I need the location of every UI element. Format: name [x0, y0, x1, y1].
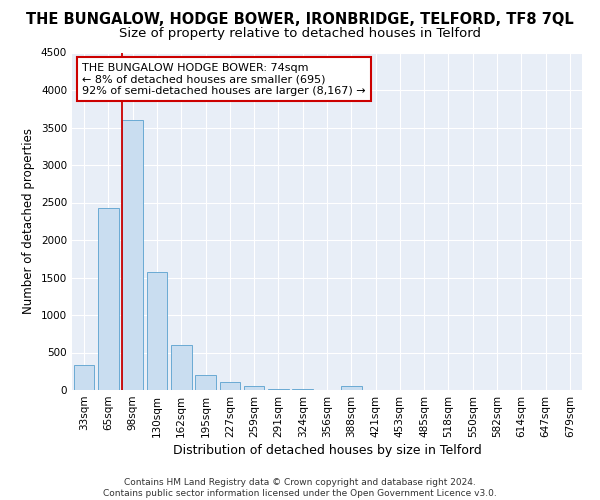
Text: THE BUNGALOW HODGE BOWER: 74sqm
← 8% of detached houses are smaller (695)
92% of: THE BUNGALOW HODGE BOWER: 74sqm ← 8% of …	[82, 62, 366, 96]
Bar	[244, 386, 265, 390]
Bar	[220, 382, 240, 390]
Y-axis label: Number of detached properties: Number of detached properties	[22, 128, 35, 314]
Bar	[341, 386, 362, 390]
Bar	[98, 208, 119, 390]
Bar	[171, 345, 191, 390]
Text: THE BUNGALOW, HODGE BOWER, IRONBRIDGE, TELFORD, TF8 7QL: THE BUNGALOW, HODGE BOWER, IRONBRIDGE, T…	[26, 12, 574, 28]
Bar	[122, 120, 143, 390]
Text: Size of property relative to detached houses in Telford: Size of property relative to detached ho…	[119, 28, 481, 40]
Text: Contains HM Land Registry data © Crown copyright and database right 2024.
Contai: Contains HM Land Registry data © Crown c…	[103, 478, 497, 498]
Bar	[268, 389, 289, 390]
Bar	[195, 375, 216, 390]
Bar	[74, 365, 94, 390]
X-axis label: Distribution of detached houses by size in Telford: Distribution of detached houses by size …	[173, 444, 481, 457]
Bar	[146, 272, 167, 390]
Bar	[292, 389, 313, 390]
